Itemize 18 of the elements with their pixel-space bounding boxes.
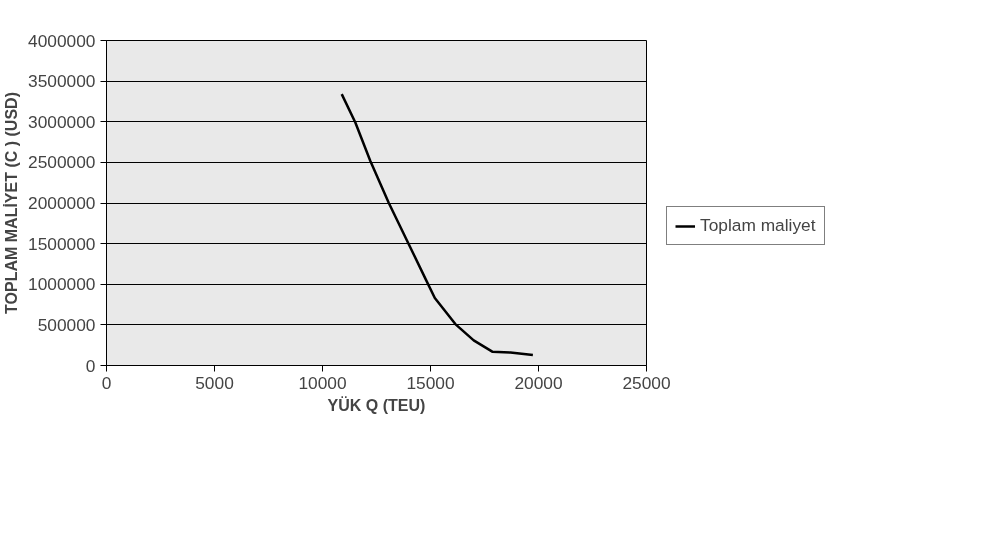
y-tick-label: 1000000 bbox=[28, 274, 96, 295]
y-axis-title: TOPLAM MALİYET (C ) (USD) bbox=[3, 92, 21, 314]
x-tick-label: 20000 bbox=[514, 372, 563, 393]
x-tick-label: 5000 bbox=[195, 372, 234, 393]
x-tick-label: 0 bbox=[101, 372, 112, 393]
y-tick-label: 500000 bbox=[37, 314, 96, 335]
y-tick-label: 1500000 bbox=[28, 233, 96, 254]
y-tick-label: 4000000 bbox=[28, 30, 96, 51]
y-tick-label: 0 bbox=[85, 355, 96, 376]
x-tick-label: 25000 bbox=[622, 372, 671, 393]
legend-label: Toplam maliyet bbox=[700, 215, 816, 236]
x-tick-label: 15000 bbox=[406, 372, 455, 393]
y-tick-label: 2000000 bbox=[28, 193, 96, 213]
x-tick-label: 10000 bbox=[298, 372, 347, 393]
x-axis-title: YÜK Q (TEU) bbox=[327, 395, 426, 414]
y-tick-label: 3500000 bbox=[28, 71, 96, 92]
y-tick-label: 2500000 bbox=[28, 152, 96, 173]
y-tick-label: 3000000 bbox=[28, 111, 96, 132]
